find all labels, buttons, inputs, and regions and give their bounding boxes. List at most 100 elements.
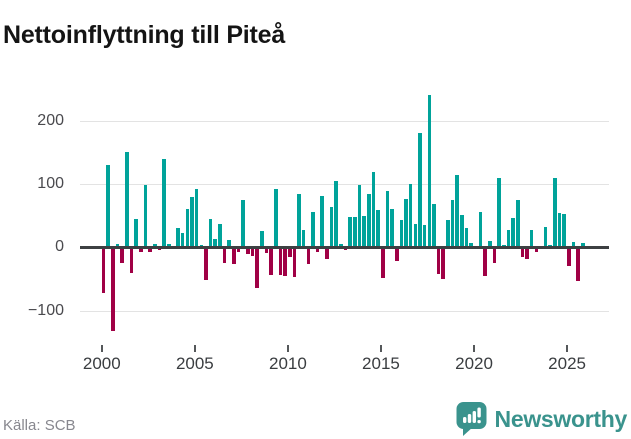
newsworthy-brand: Newsworthy (456, 401, 627, 437)
bar-2023Q1 (529, 229, 534, 248)
bar-2015Q4 (394, 247, 399, 261)
bar-2008Q3 (260, 231, 264, 248)
bar-2002Q4 (152, 243, 157, 248)
bar-2000Q1 (101, 247, 106, 293)
y-gridline (80, 184, 609, 185)
bar-2001Q2 (125, 151, 129, 248)
bar-2011Q2 (311, 211, 315, 248)
bar-2016Q2 (404, 199, 408, 248)
bar-2018Q2 (441, 247, 446, 279)
bar-2004Q3 (185, 209, 190, 248)
bar-2016Q3 (408, 184, 413, 248)
migration-bar-chart: −100 0 100 200 2000 2005 2010 2015 2020 2025 (27, 95, 609, 373)
bar-2004Q4 (190, 197, 194, 248)
bar-2007Q4 (246, 247, 250, 255)
source-note: Källa: SCB (3, 417, 76, 434)
bar-2008Q1 (250, 247, 255, 257)
bar-2004Q1 (176, 227, 180, 248)
x-axis-tick (379, 345, 382, 352)
bar-2015Q2 (385, 190, 390, 248)
y-axis-tick-label: 200 (37, 111, 64, 129)
bar-2006Q2 (218, 223, 222, 248)
x-axis-tick (193, 345, 196, 352)
bar-2010Q1 (287, 247, 292, 257)
bar-2002Q3 (148, 247, 152, 253)
bar-2008Q4 (264, 247, 269, 253)
bar-2017Q3 (427, 95, 432, 248)
bar-2014Q1 (362, 215, 366, 248)
bar-2022Q2 (515, 199, 520, 248)
bar-2010Q3 (297, 194, 301, 248)
bar-2003Q3 (166, 243, 171, 248)
bar-2012Q2 (329, 207, 334, 248)
bar-2000Q2 (106, 165, 111, 248)
y-gridline (80, 310, 609, 312)
bar-2020Q3 (483, 247, 487, 277)
bar-2009Q3 (278, 247, 283, 275)
bar-2025Q1 (567, 247, 571, 266)
bar-2014Q2 (367, 194, 371, 248)
bar-2025Q4 (581, 242, 585, 248)
x-axis-tick (473, 345, 476, 352)
bar-2007Q2 (236, 247, 241, 253)
x-axis-tick-label: 2005 (175, 354, 214, 373)
y-gridline (80, 120, 609, 122)
bar-2012Q1 (325, 247, 329, 260)
bar-2023Q4 (543, 227, 548, 248)
bar-2014Q3 (371, 171, 376, 248)
bar-2011Q4 (320, 196, 325, 248)
bar-2022Q3 (520, 247, 525, 257)
y-axis-tick-label: −100 (27, 301, 64, 319)
bar-2005Q4 (208, 218, 213, 248)
bar-2019Q4 (469, 242, 473, 248)
x-axis-zero-line (80, 245, 609, 249)
x-axis-tick-label: 2020 (455, 354, 493, 373)
bar-2002Q1 (139, 247, 143, 253)
bar-2013Q3 (353, 216, 357, 248)
bar-2015Q1 (380, 247, 385, 278)
bar-2025Q2 (571, 241, 576, 248)
bar-2006Q1 (213, 239, 218, 248)
bar-2008Q2 (255, 247, 259, 289)
bar-2007Q3 (241, 200, 245, 248)
bar-2001Q3 (129, 247, 134, 273)
bar-2018Q3 (446, 220, 450, 248)
bar-2018Q4 (450, 200, 455, 248)
bar-2021Q4 (506, 229, 511, 248)
bar-2017Q4 (432, 204, 436, 248)
bar-2005Q3 (204, 247, 208, 281)
bar-2019Q3 (464, 228, 469, 248)
bar-2006Q4 (227, 239, 232, 248)
bar-2023Q2 (534, 247, 539, 252)
bar-2010Q2 (292, 247, 297, 278)
bar-2003Q1 (157, 247, 162, 251)
bar-2009Q1 (269, 247, 273, 276)
bar-2002Q2 (143, 185, 148, 248)
x-axis-tick (100, 345, 103, 352)
bar-2006Q3 (222, 247, 227, 264)
bar-2004Q2 (180, 233, 185, 248)
bar-2013Q4 (357, 185, 362, 248)
bar-2022Q1 (511, 217, 515, 248)
newsworthy-logo-icon (456, 402, 487, 436)
bar-2021Q1 (492, 247, 497, 264)
bar-2005Q1 (194, 189, 199, 248)
bar-2024Q4 (562, 213, 567, 248)
bar-2000Q3 (111, 247, 115, 331)
bar-2014Q4 (376, 209, 380, 248)
bar-2011Q3 (315, 247, 320, 253)
y-axis-tick-label: 0 (55, 238, 64, 256)
bar-2019Q2 (460, 215, 464, 248)
bar-2024Q3 (557, 213, 562, 248)
x-axis-tick-label: 2025 (548, 354, 586, 373)
bar-2016Q4 (413, 223, 418, 248)
bar-2009Q2 (273, 189, 278, 248)
bar-2020Q2 (478, 212, 483, 248)
bar-2016Q1 (399, 220, 404, 248)
bar-2020Q4 (487, 240, 492, 248)
x-axis-tick-label: 2000 (82, 354, 121, 373)
y-axis-tick-label: 100 (37, 175, 64, 192)
bar-2001Q1 (120, 247, 124, 264)
page-title: Nettoinflyttning till Piteå (3, 20, 286, 49)
bar-2003Q2 (162, 159, 166, 248)
